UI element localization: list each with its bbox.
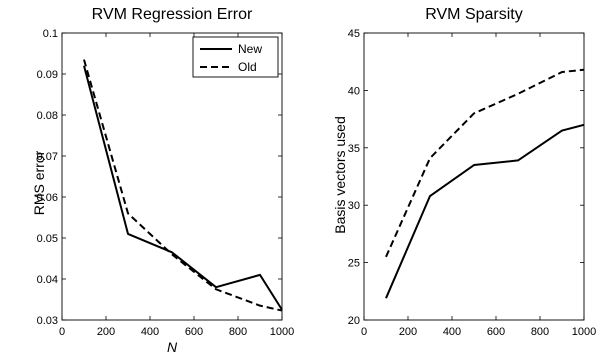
y-axis-label: RMS error	[31, 150, 47, 215]
x-axis-label: N	[167, 339, 178, 354]
series-line-dashed	[385, 68, 585, 258]
y-tick-label: 0.04	[37, 274, 58, 286]
y-tick-label: 35	[348, 143, 360, 155]
legend: New Old	[192, 36, 279, 78]
x-tick-label: 600	[487, 326, 505, 338]
x-tick-label: 1000	[572, 326, 596, 338]
y-tick-label: 0.07	[37, 151, 58, 163]
y-tick-label: 0.03	[37, 315, 58, 327]
legend-label-new: New	[238, 42, 262, 56]
y-tick-label: 25	[348, 258, 360, 270]
x-tick-label: 800	[229, 326, 247, 338]
x-tick-label: 800	[531, 326, 549, 338]
sparsity-chart: RVM Sparsity Basis vectors used 0 200 400 6…	[332, 6, 596, 338]
y-tick-label: 0.06	[37, 192, 58, 204]
y-tick-label: 20	[348, 315, 360, 327]
y-tick-label: 30	[348, 200, 360, 212]
y-tick-label: 40	[348, 85, 360, 97]
y-tick-label: 0.05	[37, 233, 58, 245]
x-tick-label: 400	[443, 326, 461, 338]
y-axis-label: Basis vectors used	[332, 116, 348, 234]
x-tick-label: 0	[59, 326, 65, 338]
x-tick-label: 200	[97, 326, 115, 338]
regression-error-chart: RVM Regression Error RMS error N 0 200 400…	[31, 6, 294, 354]
x-tick-label: 600	[185, 326, 203, 338]
series-line-new	[83, 65, 283, 311]
plot-frame	[61, 32, 283, 321]
y-tick-label: 0.08	[37, 110, 58, 122]
chart-title: RVM Regression Error	[92, 6, 253, 23]
x-tick-label: 200	[399, 326, 417, 338]
series-line-solid	[385, 123, 585, 299]
x-tick-label: 400	[141, 326, 159, 338]
x-tick-label: 0	[361, 326, 367, 338]
plot-frame	[363, 32, 585, 321]
legend-label-old: Old	[238, 60, 257, 74]
x-tick-label: 1000	[270, 326, 294, 338]
legend-box	[192, 36, 279, 78]
series-line-old	[83, 59, 283, 312]
y-tick-label: 0.09	[37, 69, 58, 81]
chart-title: RVM Sparsity	[425, 6, 523, 23]
y-tick-label: 0.1	[43, 28, 58, 40]
y-tick-label: 45	[348, 28, 360, 40]
